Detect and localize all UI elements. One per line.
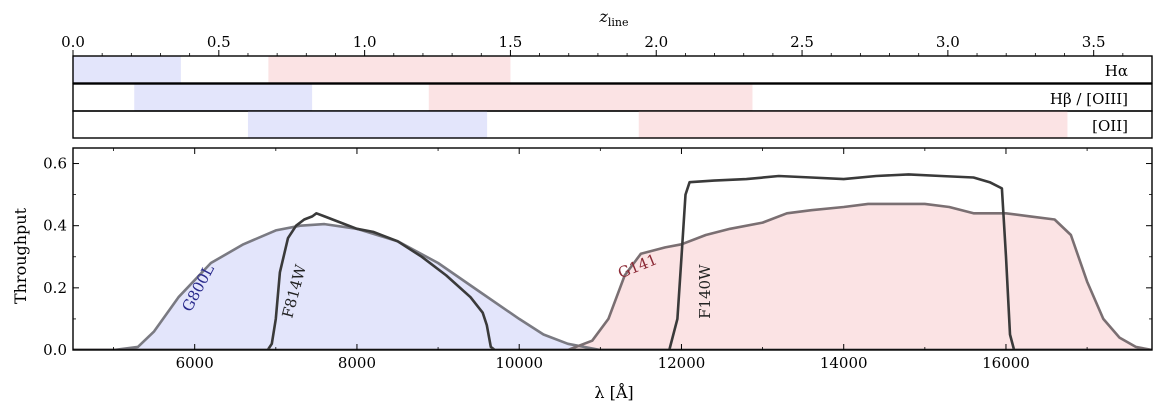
y-tick-label: 0.4 bbox=[43, 217, 67, 235]
top-tick-label: 1.0 bbox=[353, 33, 377, 51]
line-row-label: Hβ / [OIII] bbox=[1050, 90, 1128, 108]
y-axis-label: Throughput bbox=[11, 207, 30, 304]
plot-frame bbox=[72, 147, 1153, 351]
x-tick-label: 16000 bbox=[982, 354, 1030, 372]
redshift-range-band bbox=[638, 111, 1068, 138]
top-tick-label: 0.5 bbox=[207, 33, 231, 51]
redshift-range-band bbox=[428, 84, 753, 111]
line-row-label: Hα bbox=[1105, 62, 1128, 80]
top-tick-label: 1.5 bbox=[499, 33, 523, 51]
line-row-frame bbox=[72, 110, 1153, 139]
top-axis-label: zline bbox=[598, 7, 628, 29]
top-axis-label-sub: line bbox=[608, 16, 629, 29]
series-fill-g800l bbox=[73, 224, 1152, 350]
series-fill-g141 bbox=[73, 203, 1152, 350]
redshift-range-band bbox=[134, 84, 313, 111]
line-row-frame bbox=[72, 55, 1153, 84]
redshift-range-band bbox=[73, 56, 181, 83]
redshift-range-band bbox=[268, 56, 511, 83]
y-tick-label: 0.6 bbox=[43, 155, 67, 173]
top-tick-label: 2.5 bbox=[790, 33, 814, 51]
x-tick-label: 10000 bbox=[495, 354, 543, 372]
x-axis-label: λ [Å] bbox=[594, 382, 633, 402]
series-label-f140w: F140W bbox=[696, 264, 714, 319]
plot-area bbox=[73, 173, 1152, 350]
series-line-f140w bbox=[73, 173, 1152, 350]
line-row-label: [OII] bbox=[1092, 117, 1128, 135]
series-line-g800l bbox=[73, 222, 1152, 350]
x-tick-label: 6000 bbox=[176, 354, 214, 372]
top-tick-label: 0.0 bbox=[61, 33, 85, 51]
top-tick-label: 3.0 bbox=[936, 33, 960, 51]
x-tick-label: 8000 bbox=[338, 354, 376, 372]
top-axis-ticks: 0.0 0.5 1.0 1.5 2.0 2.5 3.0 3.5 bbox=[61, 33, 1124, 56]
y-tick-label: 0.0 bbox=[43, 341, 67, 359]
x-tick-label: 14000 bbox=[820, 354, 868, 372]
x-tick-label: 12000 bbox=[658, 354, 706, 372]
y-tick-label: 0.2 bbox=[43, 279, 67, 297]
redshift-range-band bbox=[247, 111, 488, 138]
top-tick-label: 2.0 bbox=[644, 33, 668, 51]
top-axis-label-main: z bbox=[598, 7, 608, 26]
series-line-f814w bbox=[73, 212, 1152, 350]
series-line-g141 bbox=[73, 202, 1152, 350]
line-rows-panel: Hα Hβ / [OIII] [OII] bbox=[72, 55, 1153, 139]
top-tick-label: 3.5 bbox=[1082, 33, 1106, 51]
